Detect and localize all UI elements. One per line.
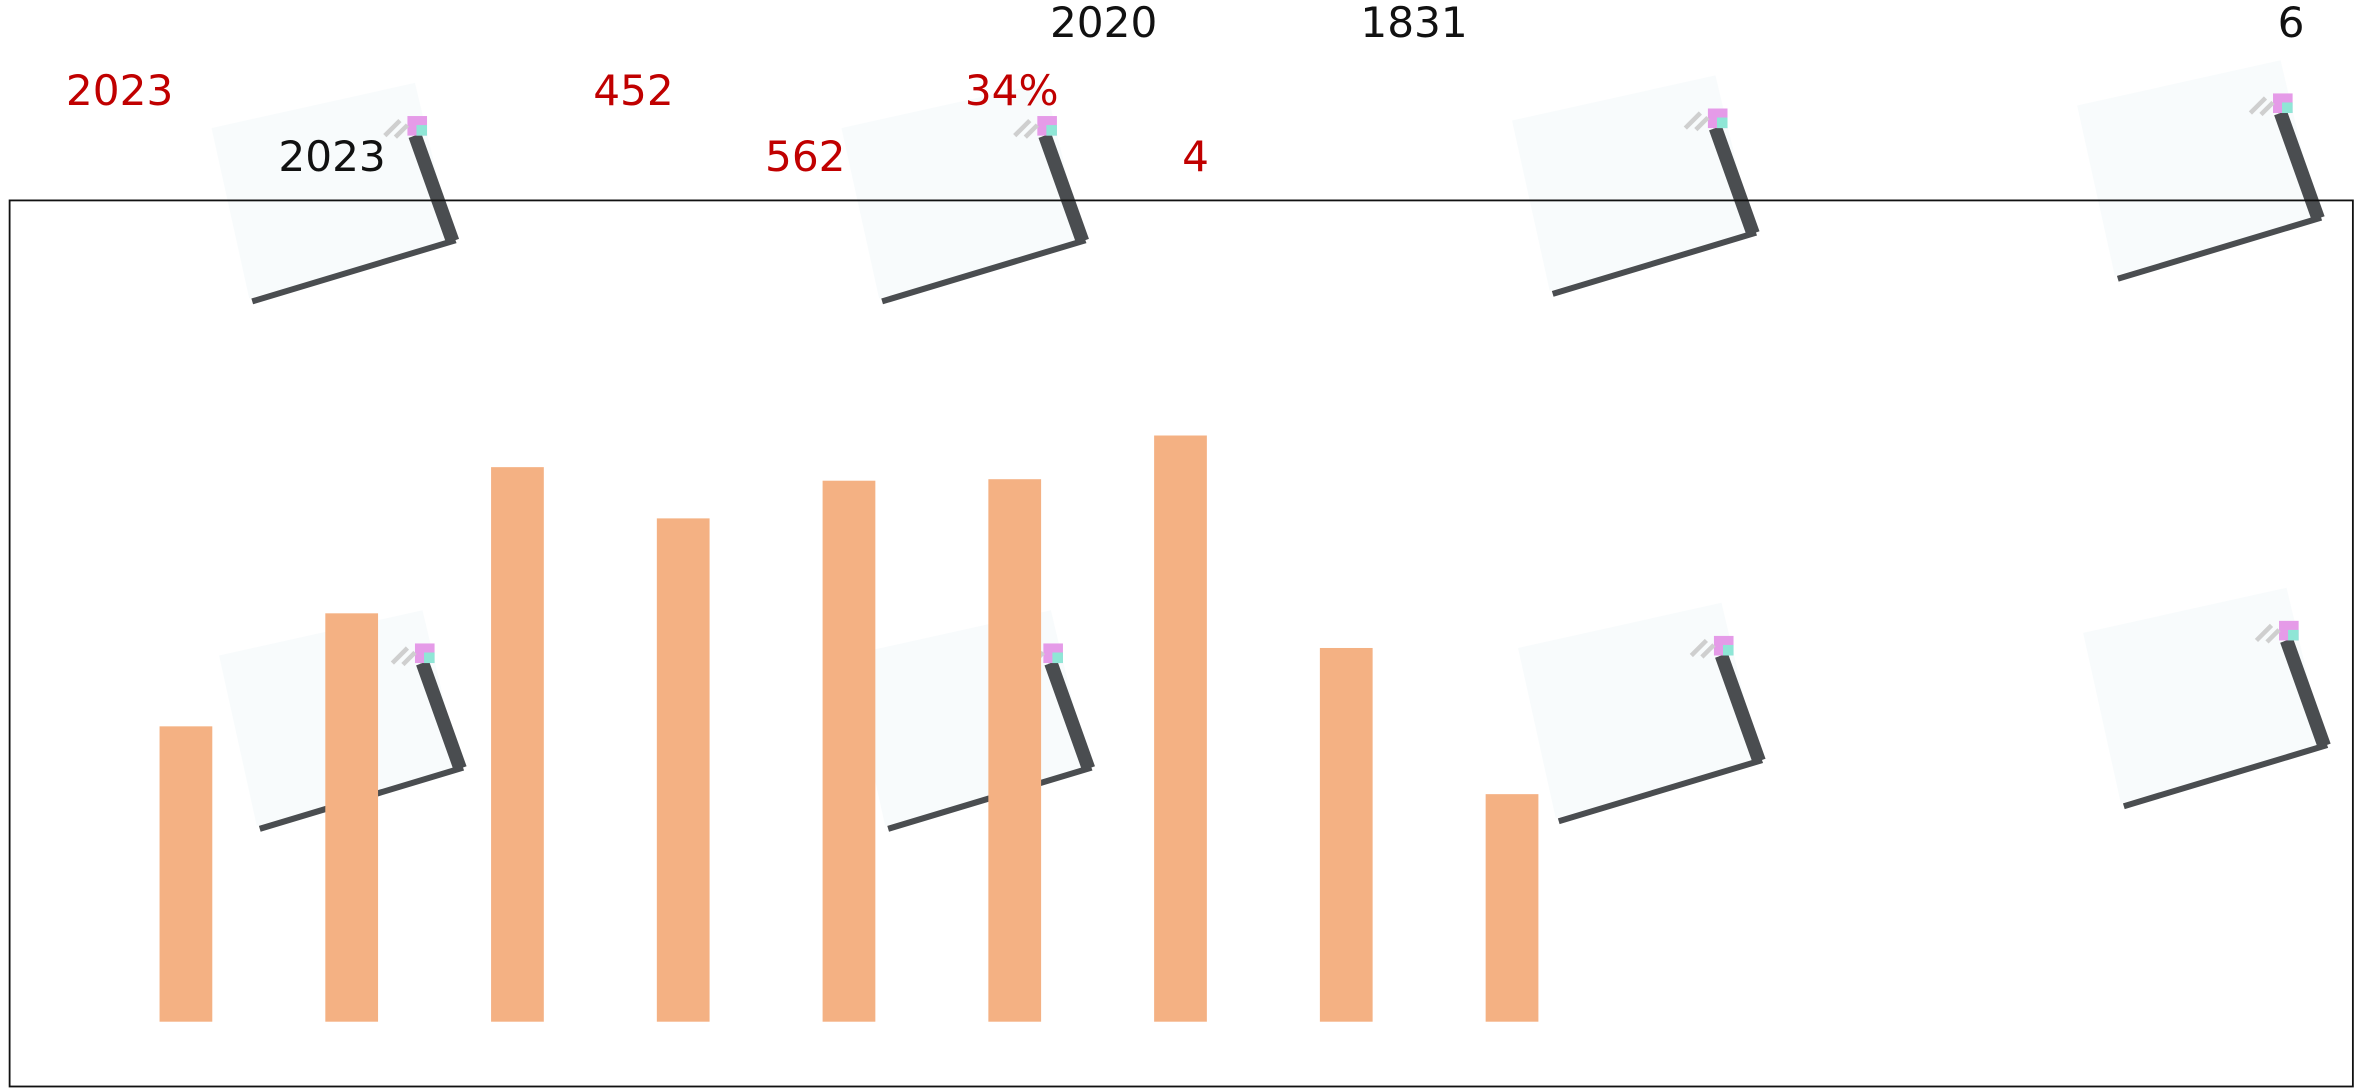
bar: [491, 467, 544, 1022]
card-image: [1512, 75, 1753, 294]
bar: [159, 726, 213, 1022]
card-image: [212, 83, 453, 302]
bar: [1319, 647, 1373, 1022]
card-image: [847, 610, 1088, 829]
bar: [1154, 435, 1207, 1022]
label: 6: [2278, 0, 2305, 47]
card-image: [841, 83, 1082, 302]
label: 2023: [278, 132, 385, 181]
card-image: [2083, 588, 2324, 807]
label: 2020: [1050, 0, 1157, 47]
card-image: [2077, 60, 2318, 279]
label: 34%: [965, 66, 1059, 115]
bar: [822, 480, 876, 1022]
bar: [656, 518, 710, 1022]
label: 2023: [66, 66, 173, 115]
card-image: [1518, 603, 1759, 822]
label: 4: [1182, 132, 1209, 181]
bar: [325, 613, 379, 1022]
label: 452: [593, 66, 674, 115]
label: 1831: [1360, 0, 1467, 47]
bar: [988, 479, 1042, 1022]
bar: [1485, 794, 1539, 1022]
label: 562: [765, 132, 846, 181]
frame: [8, 199, 2354, 1088]
